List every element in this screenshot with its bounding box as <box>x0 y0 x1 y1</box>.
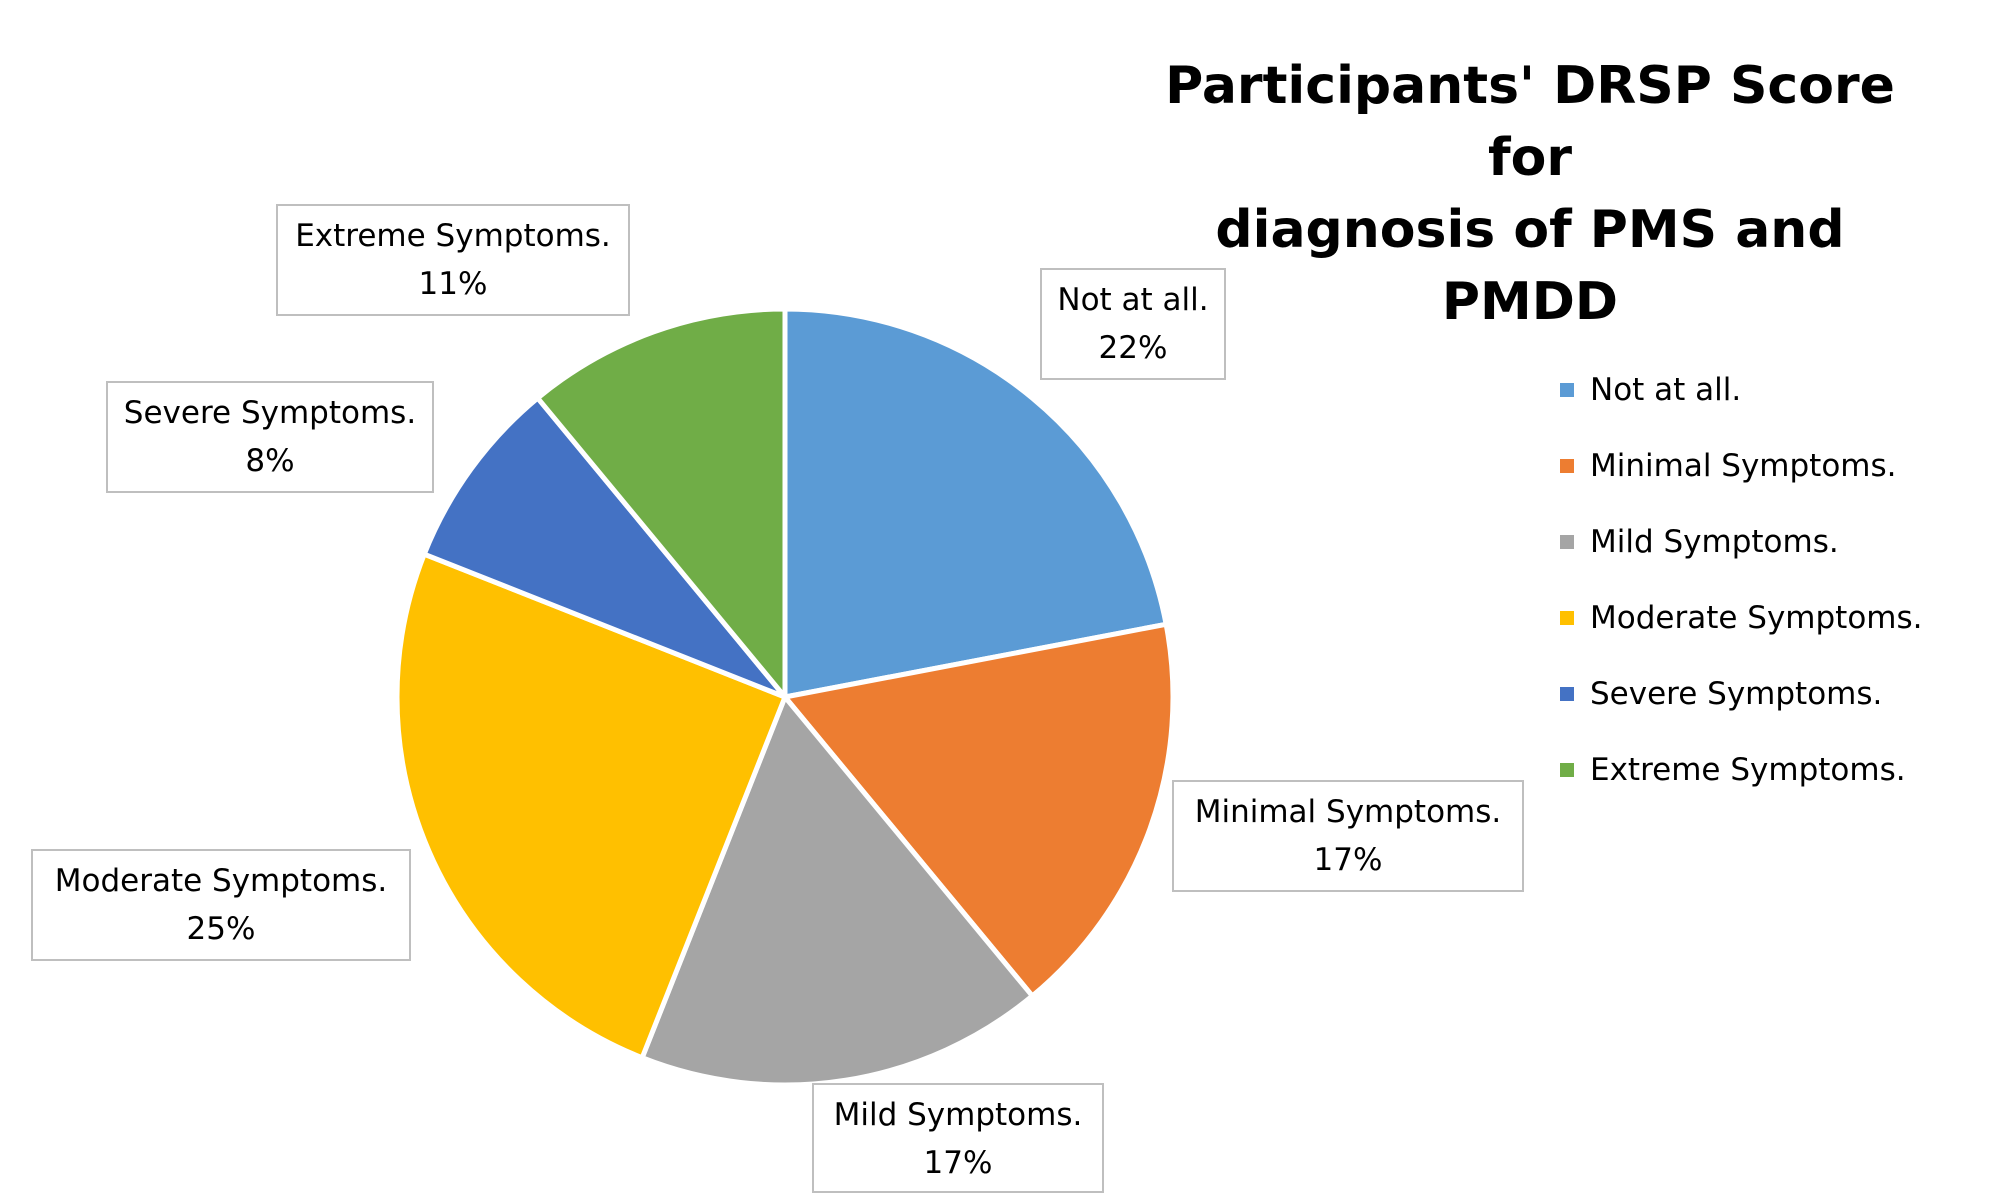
legend-swatch <box>1560 459 1574 473</box>
legend-item-moderate-symptoms: Moderate Symptoms. <box>1560 580 1923 656</box>
data-label-extreme-symptoms: Extreme Symptoms. 11% <box>276 204 630 316</box>
legend-swatch <box>1560 383 1574 397</box>
legend-swatch <box>1560 687 1574 701</box>
pie-slice-not-at-all <box>782 306 1169 700</box>
data-label-value: 11% <box>418 266 488 302</box>
legend-item-not-at-all: Not at all. <box>1560 352 1923 428</box>
data-label-name: Not at all. <box>1057 282 1209 318</box>
legend-item-minimal-symptoms: Minimal Symptoms. <box>1560 428 1923 504</box>
data-label-moderate-symptoms: Moderate Symptoms. 25% <box>31 849 411 961</box>
data-label-name: Mild Symptoms. <box>833 1097 1083 1133</box>
data-label-value: 17% <box>923 1145 993 1181</box>
legend-swatch <box>1560 763 1574 777</box>
legend-label: Severe Symptoms. <box>1590 676 1883 712</box>
legend: Not at all. Minimal Symptoms. Mild Sympt… <box>1560 352 1923 808</box>
data-label-value: 17% <box>1313 842 1383 878</box>
data-label-name: Severe Symptoms. <box>123 395 417 431</box>
pie-slice-severe-symptoms <box>421 395 788 700</box>
data-label-name: Minimal Symptoms. <box>1194 794 1502 830</box>
legend-label: Not at all. <box>1590 372 1742 408</box>
legend-item-extreme-symptoms: Extreme Symptoms. <box>1560 732 1923 808</box>
legend-label: Extreme Symptoms. <box>1590 752 1906 788</box>
legend-item-mild-symptoms: Mild Symptoms. <box>1560 504 1923 580</box>
data-label-value: 25% <box>186 911 256 947</box>
pie-slice-moderate-symptoms <box>394 551 788 1061</box>
pie-slice-minimal-symptoms <box>782 621 1176 999</box>
data-label-value: 8% <box>245 443 295 479</box>
data-label-not-at-all: Not at all. 22% <box>1040 268 1226 380</box>
data-label-mild-symptoms: Mild Symptoms. 17% <box>812 1083 1104 1193</box>
chart-title-line-2: diagnosis of PMS and PMDD <box>1215 200 1845 332</box>
pie-slice-extreme-symptoms <box>535 306 788 700</box>
chart-title-line-1: Participants' DRSP Score for <box>1165 56 1895 188</box>
pie-slice-mild-symptoms <box>639 694 1035 1088</box>
chart-title: Participants' DRSP Score for diagnosis o… <box>1130 50 1930 338</box>
data-label-minimal-symptoms: Minimal Symptoms. 17% <box>1172 780 1524 892</box>
data-label-value: 22% <box>1098 330 1168 366</box>
data-label-name: Moderate Symptoms. <box>54 863 388 899</box>
legend-label: Mild Symptoms. <box>1590 524 1839 560</box>
data-label-name: Extreme Symptoms. <box>295 218 611 254</box>
data-label-severe-symptoms: Severe Symptoms. 8% <box>106 381 434 493</box>
legend-swatch <box>1560 535 1574 549</box>
legend-item-severe-symptoms: Severe Symptoms. <box>1560 656 1923 732</box>
legend-label: Moderate Symptoms. <box>1590 600 1923 636</box>
legend-label: Minimal Symptoms. <box>1590 448 1897 484</box>
legend-swatch <box>1560 611 1574 625</box>
